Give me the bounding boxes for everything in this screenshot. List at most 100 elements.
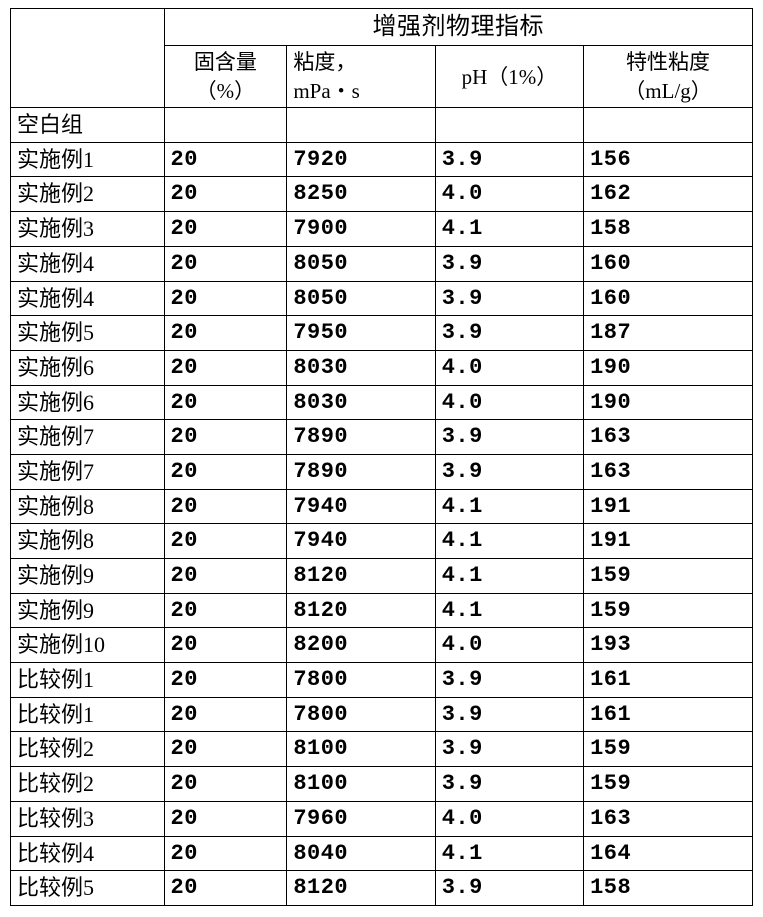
row-value: 3.9 xyxy=(435,420,583,455)
row-value: 164 xyxy=(584,836,753,871)
row-value: 3.9 xyxy=(435,697,583,732)
row-value: 187 xyxy=(584,316,753,351)
row-value: 4.0 xyxy=(435,628,583,663)
row-label: 比较例5 xyxy=(11,871,165,906)
row-value: 8120 xyxy=(287,559,435,594)
row-value: 3.9 xyxy=(435,454,583,489)
row-value: 8040 xyxy=(287,836,435,871)
row-value: 7800 xyxy=(287,697,435,732)
row-value: 20 xyxy=(164,801,287,836)
row-value: 20 xyxy=(164,593,287,628)
row-value: 162 xyxy=(584,177,753,212)
row-label: 实施例6 xyxy=(11,385,165,420)
row-value: 159 xyxy=(584,767,753,802)
table-row: 实施例92081204.1159 xyxy=(11,593,753,628)
row-label: 实施例9 xyxy=(11,593,165,628)
table-row: 实施例82079404.1191 xyxy=(11,489,753,524)
table-row: 比较例22081003.9159 xyxy=(11,767,753,802)
row-value: 3.9 xyxy=(435,871,583,906)
row-value: 7950 xyxy=(287,316,435,351)
row-value: 20 xyxy=(164,732,287,767)
row-value: 8100 xyxy=(287,767,435,802)
table-row: 比较例22081003.9159 xyxy=(11,732,753,767)
row-label: 实施例3 xyxy=(11,212,165,247)
row-value: 7940 xyxy=(287,489,435,524)
row-value: 20 xyxy=(164,385,287,420)
row-label: 实施例8 xyxy=(11,524,165,559)
header-viscosity-line1: 粘度， xyxy=(293,50,356,74)
table-row: 实施例62080304.0190 xyxy=(11,350,753,385)
table-row: 实施例62080304.0190 xyxy=(11,385,753,420)
row-value: 4.0 xyxy=(435,350,583,385)
table-row: 比较例52081203.9158 xyxy=(11,871,753,906)
row-value xyxy=(164,108,287,143)
row-value: 8100 xyxy=(287,732,435,767)
row-value: 20 xyxy=(164,246,287,281)
row-value: 7900 xyxy=(287,212,435,247)
header-ph-line1: pH（1%） xyxy=(462,65,558,89)
row-value: 20 xyxy=(164,489,287,524)
table-row: 实施例42080503.9160 xyxy=(11,246,753,281)
header-solid-content: 固含量 （%） xyxy=(164,46,287,108)
row-label: 比较例4 xyxy=(11,836,165,871)
row-label: 比较例3 xyxy=(11,801,165,836)
row-value: 158 xyxy=(584,212,753,247)
row-value: 163 xyxy=(584,420,753,455)
row-value: 7800 xyxy=(287,663,435,698)
row-label: 空白组 xyxy=(11,108,165,143)
row-value: 163 xyxy=(584,801,753,836)
row-value: 158 xyxy=(584,871,753,906)
row-value: 20 xyxy=(164,524,287,559)
row-value: 3.9 xyxy=(435,281,583,316)
row-value: 7890 xyxy=(287,420,435,455)
row-value: 8050 xyxy=(287,281,435,316)
row-value xyxy=(584,108,753,143)
header-iv-line1: 特性粘度 xyxy=(626,50,710,74)
row-label: 实施例8 xyxy=(11,489,165,524)
row-value: 20 xyxy=(164,663,287,698)
row-value: 20 xyxy=(164,559,287,594)
row-value: 156 xyxy=(584,142,753,177)
table-row: 实施例72078903.9163 xyxy=(11,454,753,489)
row-label: 实施例4 xyxy=(11,281,165,316)
row-value: 20 xyxy=(164,836,287,871)
properties-table: 增强剂物理指标 固含量 （%） 粘度， mPa・s pH（1%） 特性粘度 （m… xyxy=(10,8,753,906)
row-value: 8120 xyxy=(287,593,435,628)
row-value: 4.0 xyxy=(435,801,583,836)
row-value: 190 xyxy=(584,385,753,420)
row-value: 20 xyxy=(164,142,287,177)
table-row: 实施例72078903.9163 xyxy=(11,420,753,455)
row-value: 20 xyxy=(164,212,287,247)
table-row: 实施例102082004.0193 xyxy=(11,628,753,663)
row-value: 20 xyxy=(164,316,287,351)
row-value: 20 xyxy=(164,177,287,212)
row-value: 3.9 xyxy=(435,663,583,698)
table-row: 比较例42080404.1164 xyxy=(11,836,753,871)
table-row: 实施例92081204.1159 xyxy=(11,559,753,594)
row-label: 比较例1 xyxy=(11,697,165,732)
row-value: 190 xyxy=(584,350,753,385)
header-viscosity: 粘度， mPa・s xyxy=(287,46,435,108)
header-iv-line2: （mL/g） xyxy=(590,77,746,105)
table-row: 实施例32079004.1158 xyxy=(11,212,753,247)
row-value: 20 xyxy=(164,871,287,906)
row-value: 20 xyxy=(164,420,287,455)
row-value: 20 xyxy=(164,350,287,385)
row-value: 7940 xyxy=(287,524,435,559)
row-value: 3.9 xyxy=(435,732,583,767)
row-value: 7960 xyxy=(287,801,435,836)
header-top-merged: 增强剂物理指标 xyxy=(164,9,752,46)
table-row: 空白组 xyxy=(11,108,753,143)
table-row: 实施例22082504.0162 xyxy=(11,177,753,212)
header-solid-line1: 固含量 xyxy=(194,50,257,74)
table-body: 空白组实施例12079203.9156实施例22082504.0162实施例32… xyxy=(11,108,753,906)
row-label: 实施例4 xyxy=(11,246,165,281)
header-blank-cell xyxy=(11,9,165,108)
row-label: 实施例2 xyxy=(11,177,165,212)
row-value: 8250 xyxy=(287,177,435,212)
row-value: 8200 xyxy=(287,628,435,663)
header-viscosity-line2: mPa・s xyxy=(293,77,428,105)
row-value: 3.9 xyxy=(435,767,583,802)
header-intrinsic-viscosity: 特性粘度 （mL/g） xyxy=(584,46,753,108)
table-row: 比较例12078003.9161 xyxy=(11,697,753,732)
